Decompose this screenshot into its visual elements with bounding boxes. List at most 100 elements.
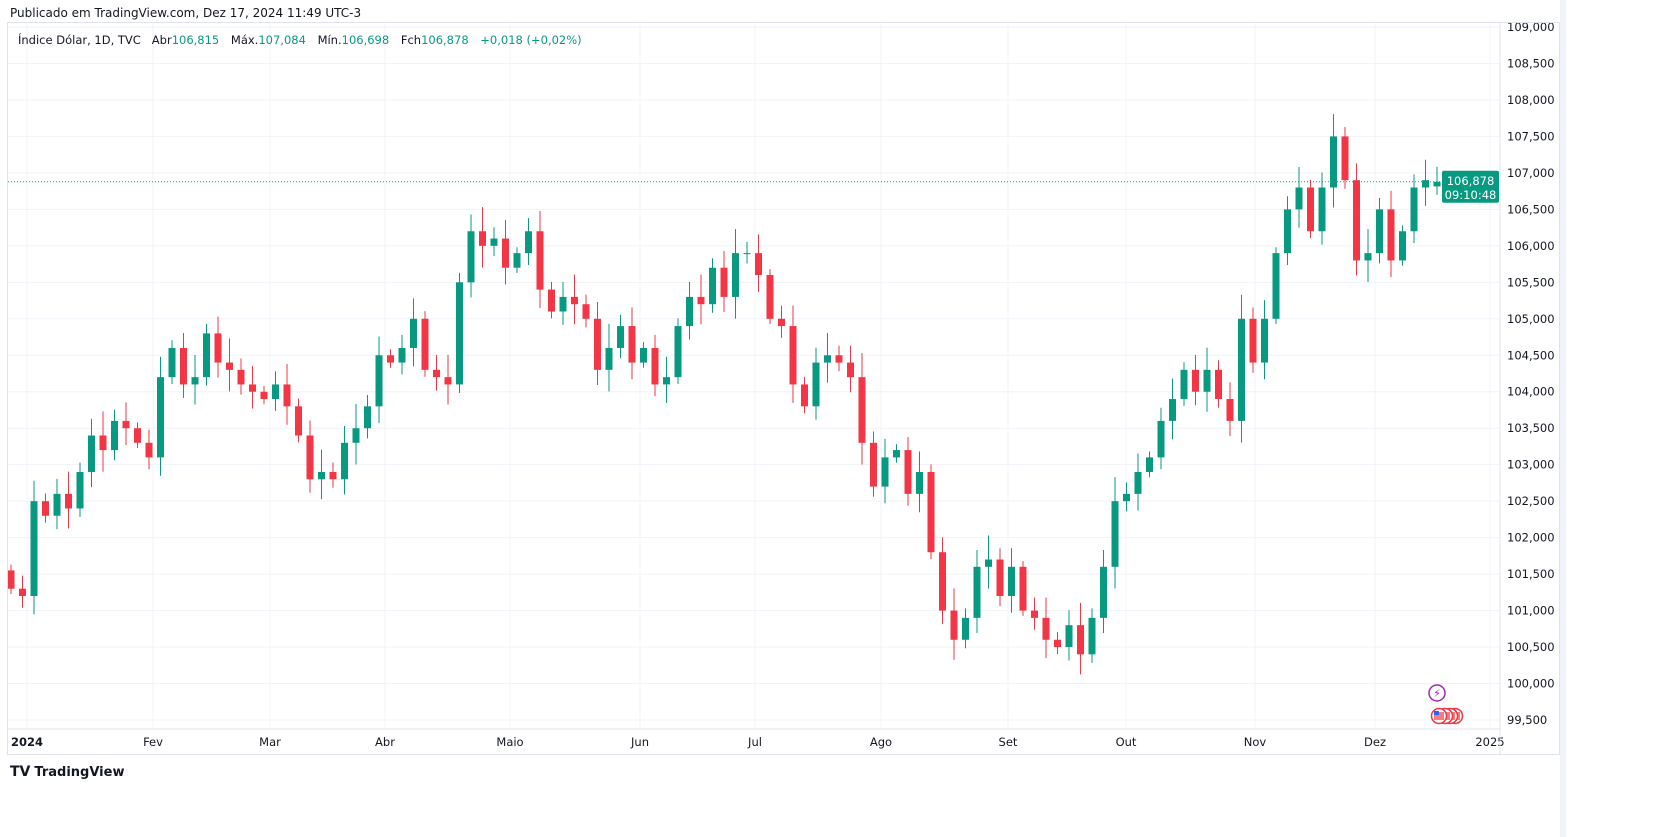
candle [720,250,728,313]
y-tick-label: 108,000 [1507,93,1555,107]
candle [548,281,555,319]
candle [640,342,647,368]
candle-body [1077,625,1084,655]
y-tick-label: 107,500 [1507,129,1555,143]
y-tick-label: 103,500 [1507,421,1555,435]
tradingview-logo[interactable]: 𝗧𝗩 TradingView [10,764,124,780]
candle-body [1249,318,1257,363]
candle-body [870,442,877,487]
candle [111,409,118,461]
candle-body [801,384,808,407]
candle-body [191,377,199,385]
candle-body [1341,136,1349,181]
candle-body [145,442,153,458]
candle-body [203,333,210,378]
candle [801,376,808,414]
x-tick-label: Fev [143,735,163,749]
candle-body [927,471,935,553]
candle-body [904,450,912,494]
candle-body [1180,369,1188,400]
candle [1341,126,1349,189]
candle-body [594,318,601,370]
candle-body [1203,369,1211,392]
candle [410,298,417,367]
candle [88,418,95,488]
candle-body [1226,399,1234,421]
candle-body [1157,420,1165,458]
candle [536,210,544,308]
candle-body [617,326,624,348]
candle-body [628,326,636,363]
candle-body [341,442,348,480]
candle-body [1410,187,1418,232]
candle [1215,360,1222,408]
candle-body [962,617,969,640]
candle-body [686,296,693,327]
symbol-name[interactable]: Índice Dólar, 1D, TVC [18,33,141,47]
x-tick-label: Jul [747,735,762,749]
candle-body [1330,136,1337,188]
y-tick-label: 104,000 [1507,385,1555,399]
candle [168,340,176,385]
candle [272,371,279,411]
low-label: Mín. [317,33,342,47]
candle [1157,407,1165,470]
candle-body [858,377,866,443]
candle [1238,294,1245,443]
candle-body [697,296,705,305]
candle [732,229,739,319]
y-tick-label: 99,500 [1507,713,1547,727]
candle-body [1295,187,1303,210]
candle-body [122,420,130,429]
candle-body [88,435,95,472]
x-tick-label: Ago [870,735,892,749]
candle-body [398,347,406,363]
candle [755,234,762,292]
candle [1134,453,1142,511]
candle [1295,167,1303,228]
candle-body [99,435,107,451]
candle [1272,247,1280,325]
candle [479,207,486,268]
candle [1042,597,1050,659]
candle [180,333,187,398]
candle [1019,560,1027,616]
candle [421,311,429,377]
candle [226,338,233,392]
candle [916,451,923,513]
candle-body [973,566,981,618]
scrollbar[interactable] [1560,0,1566,837]
low-value: 106,698 [341,33,390,47]
y-tick-label: 100,500 [1507,640,1555,654]
candle-body [214,333,222,363]
candle [53,478,61,530]
candle-body [329,471,337,480]
candle [513,247,521,273]
candle-body [939,552,946,611]
tv-logo-icon: 𝗧𝗩 [10,764,31,780]
candle-body [1054,639,1061,648]
candle [1123,482,1130,512]
candle-body [778,318,785,327]
candle [962,608,969,649]
candle-body [513,253,521,268]
candle [295,398,302,443]
candle-body [467,231,475,283]
candle [433,354,440,391]
x-tick-label: Maio [496,735,523,749]
candle [490,227,498,257]
y-tick-label: 104,500 [1507,348,1555,362]
candle [812,347,820,420]
candle [1100,550,1107,633]
candle [709,258,716,313]
candle-body [663,377,670,385]
candle-body [1272,253,1280,319]
candle-body [490,238,498,246]
candle [1054,632,1061,654]
candle-body [352,428,360,443]
candle [203,323,210,386]
candle-body [1433,181,1441,187]
candle [927,464,935,560]
candle [697,274,705,325]
